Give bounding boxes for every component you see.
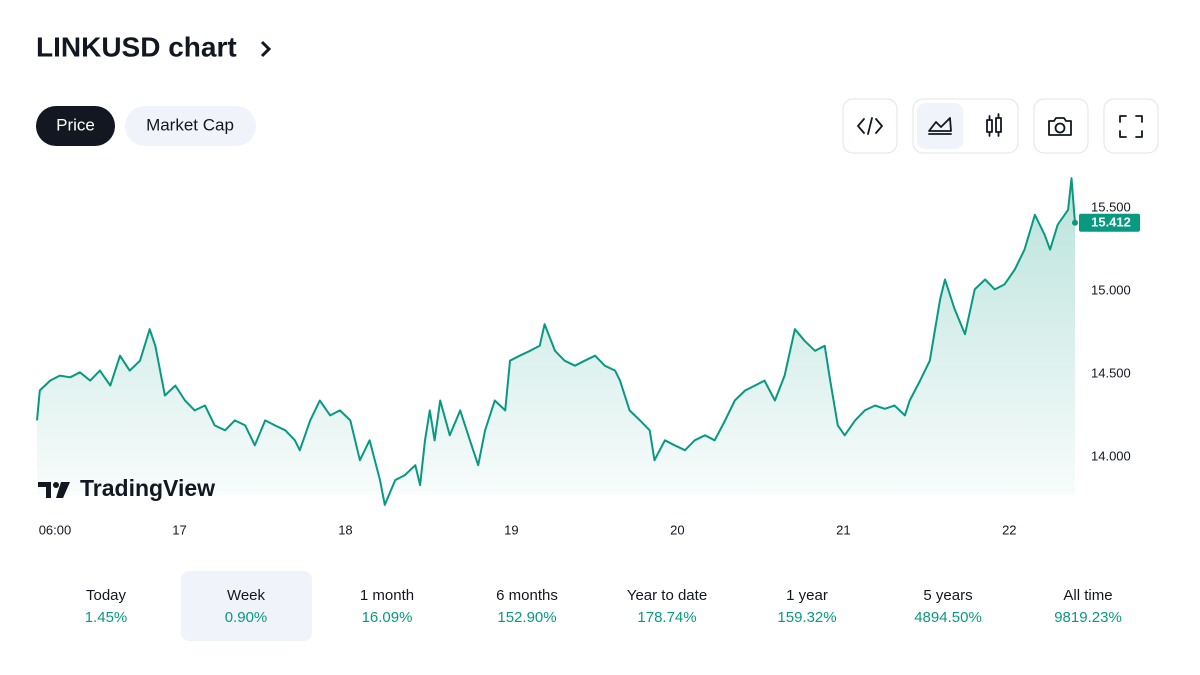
period-change[interactable]: 4894.50% (914, 609, 982, 626)
period-change[interactable]: 0.90% (225, 609, 268, 626)
x-tick-label: 06:00 (39, 522, 72, 537)
y-tick-label: 14.000 (1091, 448, 1131, 463)
chart-style-group[interactable] (912, 98, 1019, 154)
logo-mark (38, 482, 55, 498)
logo-dot (53, 482, 59, 488)
candle-icon (986, 113, 1002, 137)
title[interactable]: LINKUSD chart (36, 31, 237, 62)
period-change[interactable]: 152.90% (497, 609, 556, 626)
fullscreen-icon (1119, 115, 1143, 138)
last-price-label: 15.412 (1091, 215, 1131, 230)
x-tick-label: 22 (1002, 522, 1016, 537)
y-tick-label: 15.000 (1091, 282, 1131, 297)
y-tick-label: 15.500 (1091, 200, 1131, 215)
tab-label[interactable]: Market Cap (146, 115, 234, 134)
embed-button[interactable] (842, 98, 898, 154)
plot: 14.000 14.500 15.000 15.500 06:00 17 18 19 20 21 2… (36, 177, 1140, 537)
period-label[interactable]: 1 month (360, 587, 414, 604)
y-tick-label: 14.500 (1091, 365, 1131, 380)
x-tick-label: 18 (338, 522, 352, 537)
area-icon (928, 117, 952, 135)
last-price-box (1079, 213, 1140, 232)
period-selected[interactable] (181, 571, 312, 641)
tab-active[interactable] (36, 106, 115, 146)
camera-lens (1054, 122, 1066, 134)
performance-row: Today 1.45% Week 0.90% 1 month 16.09% 6 months… (85, 587, 1122, 626)
period-label[interactable]: 5 years (923, 587, 972, 604)
price-line (36, 177, 1076, 506)
period-label[interactable]: 6 months (496, 587, 558, 604)
period-change[interactable]: 178.74% (637, 609, 696, 626)
x-tick-label: 20 (670, 522, 684, 537)
period-change[interactable]: 159.32% (777, 609, 836, 626)
x-tick-label: 19 (504, 522, 518, 537)
period-label[interactable]: 1 year (786, 587, 828, 604)
snapshot-button[interactable] (1033, 98, 1089, 154)
period-change[interactable]: 9819.23% (1054, 609, 1122, 626)
period-label[interactable]: All time (1063, 587, 1112, 604)
x-tick-label: 17 (172, 522, 186, 537)
tab[interactable] (125, 106, 256, 146)
last-point (1072, 219, 1078, 226)
logo-mark-2 (56, 482, 70, 498)
period-label[interactable]: Year to date (627, 587, 707, 604)
chevron (260, 40, 272, 58)
tab-label[interactable]: Price (56, 115, 95, 134)
period-label[interactable]: Week (227, 587, 266, 604)
fullscreen-button[interactable] (1103, 98, 1159, 154)
x-tick-label: 21 (836, 522, 850, 537)
period-label[interactable]: Today (86, 587, 127, 604)
period-change[interactable]: 16.09% (362, 609, 413, 626)
camera-icon (1048, 117, 1072, 136)
period-change[interactable]: 1.45% (85, 609, 128, 626)
tv-logo (38, 482, 70, 498)
embed-icon (857, 117, 883, 135)
watermark: TradingView (80, 475, 215, 501)
area-fill (37, 178, 1075, 505)
